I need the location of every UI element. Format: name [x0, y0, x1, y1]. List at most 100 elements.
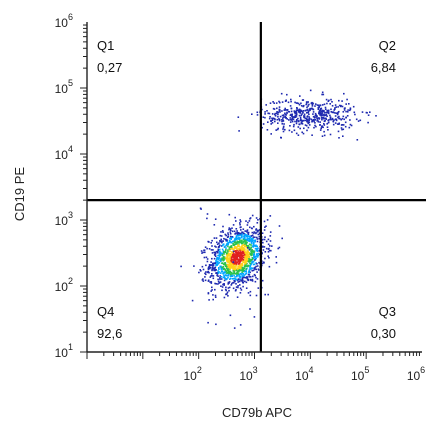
- event-dot: [284, 116, 287, 118]
- event-dot: [223, 275, 226, 278]
- event-dot: [248, 243, 251, 246]
- event-dot: [232, 258, 235, 261]
- x-tick-label: 106: [407, 365, 425, 383]
- event-dot: [231, 258, 233, 260]
- event-dot: [256, 111, 259, 114]
- event-dot: [324, 106, 327, 109]
- event-dot: [238, 239, 241, 241]
- event-dot: [293, 123, 295, 126]
- event-dot: [340, 127, 343, 129]
- event-dot: [307, 126, 310, 129]
- event-dot: [249, 294, 252, 297]
- event-dot: [236, 268, 239, 270]
- event-dot: [212, 294, 214, 296]
- event-dot: [227, 243, 229, 246]
- event-dot: [246, 231, 248, 233]
- event-dot: [236, 251, 239, 254]
- event-dot: [258, 250, 261, 252]
- event-dot: [242, 254, 245, 257]
- event-dot: [205, 256, 208, 259]
- event-dot: [230, 238, 232, 240]
- event-dot: [232, 242, 234, 245]
- event-dot: [240, 239, 243, 242]
- event-dot: [289, 119, 292, 121]
- event-dot: [212, 264, 215, 266]
- event-dot: [251, 278, 254, 281]
- event-dot: [228, 270, 230, 273]
- event-dot: [244, 273, 247, 275]
- event-dot: [315, 115, 317, 117]
- event-dot: [256, 263, 258, 265]
- event-dot: [207, 266, 210, 269]
- event-dot: [284, 112, 286, 115]
- event-dot: [367, 121, 369, 124]
- event-dot: [257, 287, 260, 289]
- event-dot: [289, 121, 292, 123]
- event-dot: [217, 258, 220, 261]
- event-dot: [225, 257, 228, 259]
- event-dot: [274, 112, 277, 115]
- event-dot: [225, 293, 227, 295]
- event-dot: [244, 261, 247, 264]
- event-dot: [249, 259, 251, 261]
- event-dot: [246, 239, 249, 241]
- event-dot: [229, 265, 231, 268]
- event-dot: [283, 116, 285, 118]
- event-dot: [220, 272, 222, 274]
- event-dot: [226, 260, 228, 262]
- event-dot: [231, 247, 234, 249]
- event-dot: [361, 111, 364, 113]
- event-dot: [206, 247, 208, 250]
- event-dot: [222, 240, 224, 242]
- event-dot: [292, 118, 295, 121]
- event-dot: [212, 277, 215, 280]
- event-dot: [345, 110, 347, 113]
- event-dot: [322, 114, 324, 117]
- event-dot: [208, 299, 210, 301]
- event-dot: [345, 116, 347, 119]
- event-dot: [238, 280, 241, 283]
- event-dot: [323, 122, 325, 125]
- event-dot: [295, 110, 297, 113]
- event-dot: [343, 92, 345, 95]
- event-dot: [242, 261, 245, 264]
- event-dot: [226, 253, 228, 256]
- event-dot: [292, 125, 295, 128]
- event-dot: [216, 243, 219, 245]
- event-dot: [227, 242, 229, 245]
- event-dot: [256, 271, 258, 273]
- event-dot: [219, 234, 222, 237]
- event-dot: [282, 128, 284, 130]
- event-dot: [303, 127, 305, 130]
- event-dot: [302, 110, 305, 112]
- event-dot: [291, 120, 294, 123]
- event-dot: [222, 283, 224, 286]
- event-dot: [235, 263, 237, 265]
- event-dot: [289, 125, 291, 127]
- event-dot: [314, 117, 316, 119]
- event-dot: [213, 253, 216, 256]
- event-dot: [249, 308, 251, 310]
- event-dot: [268, 249, 271, 252]
- event-dot: [255, 265, 257, 268]
- event-dot: [233, 327, 236, 329]
- event-dot: [232, 248, 234, 251]
- event-dot: [221, 254, 224, 257]
- event-dot: [254, 280, 257, 283]
- event-dot: [237, 285, 239, 287]
- event-dot: [311, 119, 313, 122]
- event-dot: [207, 321, 209, 324]
- event-dot: [212, 275, 215, 277]
- event-dot: [285, 109, 287, 111]
- event-dot: [239, 247, 241, 250]
- event-dot: [247, 233, 250, 235]
- event-dot: [236, 278, 238, 281]
- y-axis-title: CD19 PE: [12, 167, 27, 222]
- event-dot: [229, 314, 232, 317]
- event-dot: [227, 261, 229, 263]
- event-dot: [337, 116, 339, 119]
- event-dot: [284, 107, 286, 110]
- event-dot: [314, 119, 316, 121]
- event-dot: [332, 123, 335, 126]
- event-dot: [267, 243, 270, 246]
